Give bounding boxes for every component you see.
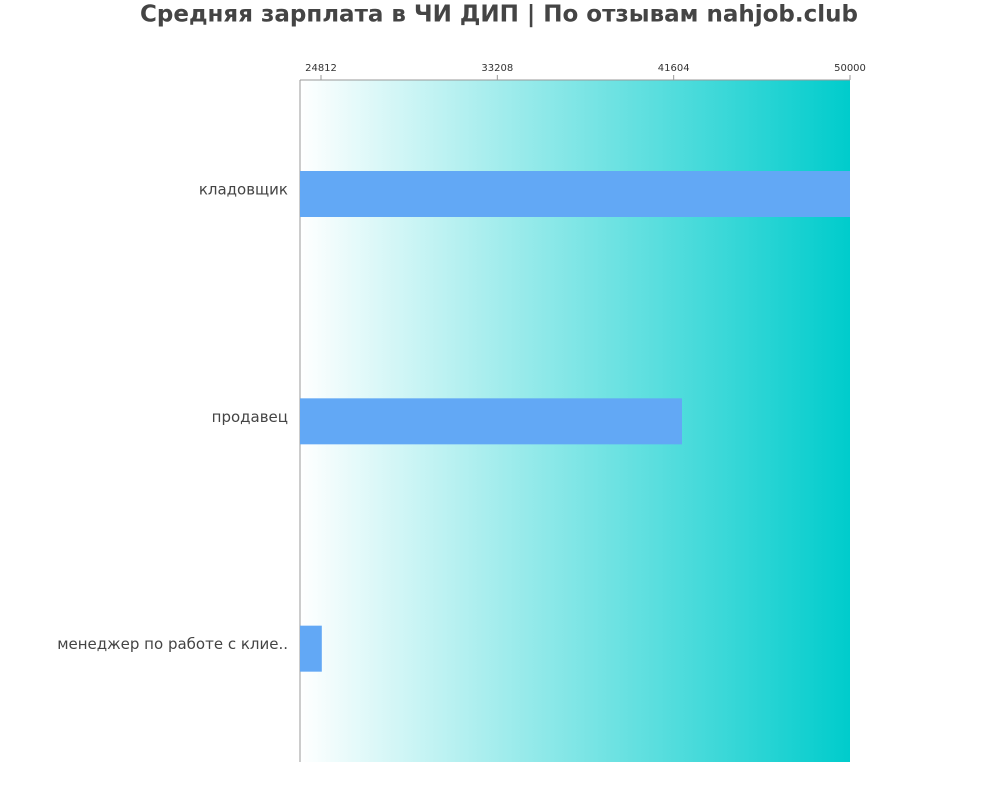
bar [300, 625, 322, 672]
chart-title: Средняя зарплата в ЧИ ДИП | По отзывам n… [140, 2, 858, 28]
y-tick-label: продавец [212, 408, 288, 426]
x-tick-label: 24812 [305, 63, 337, 74]
bar [300, 171, 850, 217]
bar [300, 398, 682, 445]
x-tick-label: 41604 [658, 63, 690, 74]
x-tick-label: 50000 [834, 63, 866, 74]
y-tick-label: кладовщик [199, 181, 288, 199]
y-tick-label: менеджер по работе с клие.. [57, 635, 288, 653]
x-tick-label: 33208 [481, 63, 513, 74]
